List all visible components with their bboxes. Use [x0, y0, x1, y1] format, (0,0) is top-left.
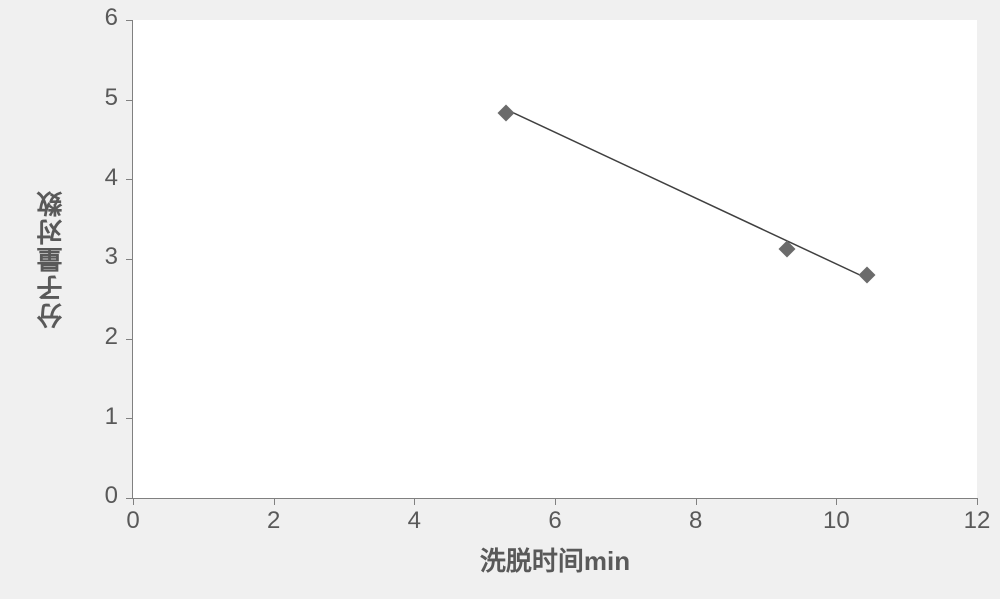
y-tick	[126, 259, 133, 260]
x-tick-label: 2	[244, 507, 304, 535]
y-axis-title: 分子量对数	[32, 169, 69, 349]
x-tick	[555, 498, 556, 505]
x-tick-label: 4	[384, 507, 444, 535]
x-tick-label: 10	[806, 507, 866, 535]
x-tick-label: 6	[525, 507, 585, 535]
trend-line	[506, 109, 867, 278]
x-tick	[133, 498, 134, 505]
y-tick-label: 4	[78, 164, 118, 192]
chart-frame: 0246810120123456 洗脱时间min 分子量对数	[0, 0, 1000, 599]
x-tick	[274, 498, 275, 505]
line-layer	[133, 20, 977, 498]
y-tick-label: 6	[78, 4, 118, 32]
y-tick	[126, 100, 133, 101]
y-tick	[126, 498, 133, 499]
plot-area	[133, 20, 977, 498]
x-tick	[696, 498, 697, 505]
x-tick-label: 0	[103, 507, 163, 535]
x-tick	[414, 498, 415, 505]
x-tick	[836, 498, 837, 505]
y-tick-label: 3	[78, 243, 118, 271]
y-tick	[126, 418, 133, 419]
y-tick	[126, 179, 133, 180]
x-tick-label: 8	[666, 507, 726, 535]
x-tick-label: 12	[947, 507, 1000, 535]
y-tick	[126, 20, 133, 21]
x-tick	[977, 498, 978, 505]
y-tick-label: 5	[78, 84, 118, 112]
y-tick-label: 0	[78, 482, 118, 510]
y-tick-label: 1	[78, 403, 118, 431]
x-axis-title: 洗脱时间min	[435, 541, 675, 578]
y-tick-label: 2	[78, 323, 118, 351]
y-tick	[126, 339, 133, 340]
